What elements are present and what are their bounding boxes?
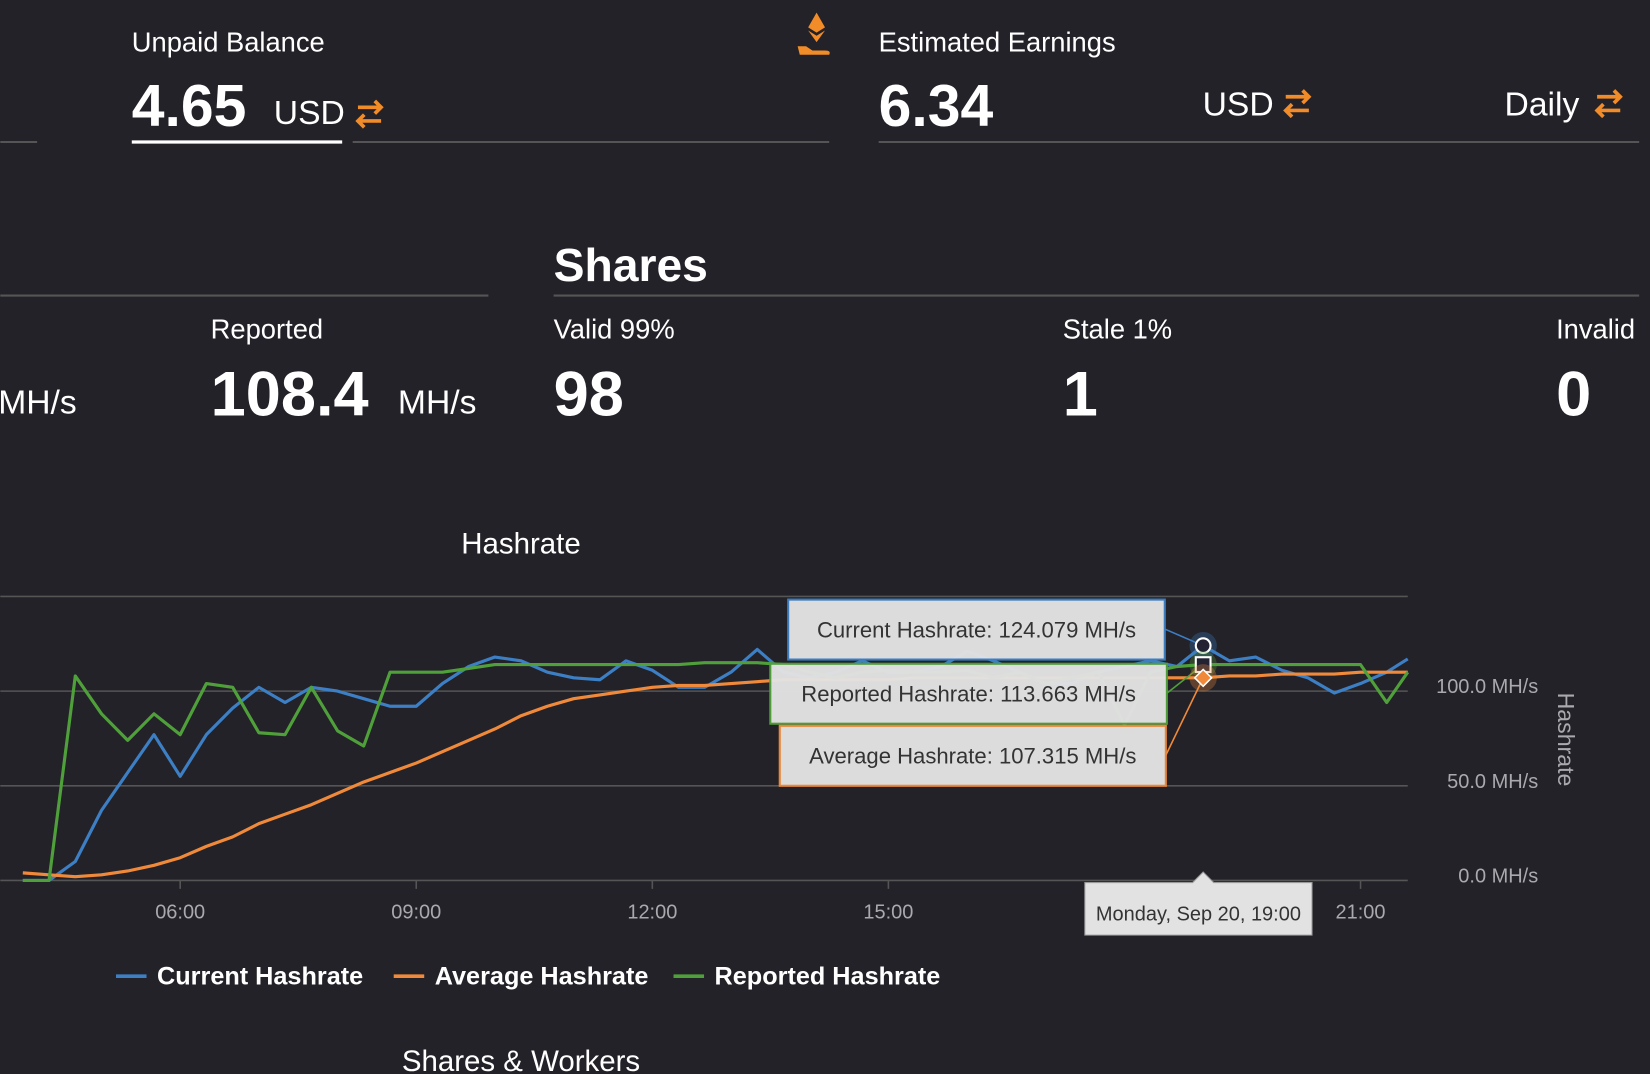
valid-value: 98	[554, 360, 624, 430]
x-tick-label: 12:00	[627, 901, 677, 923]
invalid-value: 0	[1556, 360, 1591, 430]
shares-title: Shares	[554, 239, 708, 291]
swap-icon[interactable]	[355, 99, 384, 129]
tooltip-box	[787, 598, 1166, 661]
legend-label: Current Hashrate	[157, 963, 363, 991]
hover-marker	[1193, 668, 1213, 688]
earnings-currency: USD	[1203, 87, 1274, 124]
y-tick-label: 50.0 MH/s	[1447, 771, 1538, 793]
earnings-amount: 6.34	[879, 74, 994, 139]
balance-amount: 4.65	[132, 74, 247, 139]
date-tooltip-text: Monday, Sep 20, 19:00	[1096, 903, 1301, 925]
tooltip-box	[778, 724, 1167, 787]
stale-value: 1	[1063, 360, 1098, 430]
tooltip-text: Reported Hashrate: 113.663 MH/s	[801, 682, 1136, 707]
tooltip-text: Current Hashrate: 124.079 MH/s	[817, 617, 1136, 642]
y-tick-label: 100.0 MH/s	[1436, 676, 1538, 698]
reported-unit: MH/s	[398, 384, 477, 421]
swap-icon[interactable]	[1594, 89, 1623, 119]
series-line	[22, 670, 1408, 879]
y-axis-label: Hashrate	[1553, 693, 1579, 787]
date-tooltip-box	[1084, 871, 1313, 936]
stale-label: Stale 1%	[1063, 314, 1172, 345]
x-tick-label: 15:00	[863, 901, 913, 923]
earnings-label: Estimated Earnings	[879, 27, 1116, 58]
x-tick-label: 06:00	[155, 901, 205, 923]
current-unit: MH/s	[0, 384, 77, 421]
chart-title: Hashrate	[461, 527, 580, 560]
tooltip-text: Average Hashrate: 107.315 MH/s	[809, 744, 1136, 769]
series-line	[22, 644, 1409, 883]
reported-label: Reported	[211, 314, 323, 345]
x-tick-label: 09:00	[391, 901, 441, 923]
series-line	[22, 661, 1410, 883]
earnings-period: Daily	[1505, 87, 1580, 124]
legend-label: Average Hashrate	[435, 963, 649, 991]
legend-label: Reported Hashrate	[715, 963, 941, 991]
swap-icon[interactable]	[1283, 89, 1312, 119]
x-tick-label: 21:00	[1336, 901, 1386, 923]
section-title: Shares & Workers	[402, 1045, 640, 1074]
invalid-label: Invalid	[1556, 314, 1635, 345]
tooltip-connector	[1165, 677, 1204, 756]
tooltip-box	[769, 662, 1168, 725]
reported-value: 108.4	[211, 360, 369, 430]
balance-label: Unpaid Balance	[132, 27, 325, 58]
y-tick-label: 0.0 MH/s	[1458, 866, 1538, 888]
valid-label: Valid 99%	[554, 314, 675, 345]
hover-marker	[1194, 637, 1212, 655]
eth-hand-icon	[797, 12, 830, 55]
balance-currency: USD	[274, 95, 345, 132]
